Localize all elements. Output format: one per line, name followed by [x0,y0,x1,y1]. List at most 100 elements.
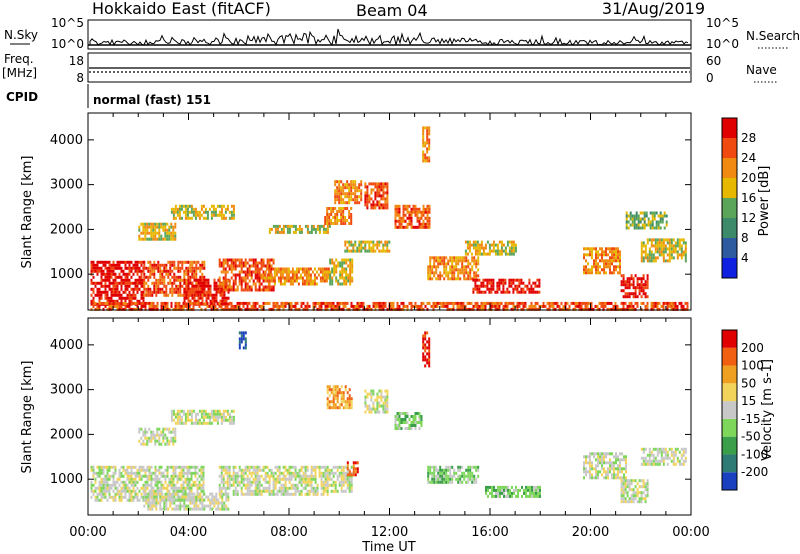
power-cell [382,194,385,198]
power-cell [210,204,213,208]
power-cell [482,246,485,250]
power-cell [350,189,353,193]
power-cell [164,231,167,235]
power-cell [278,230,281,234]
power-cell [583,247,585,251]
power-cell [453,277,456,281]
power-cell [256,273,259,277]
vel-cell [340,394,343,398]
power-cell [224,258,227,262]
power-cell [595,250,597,254]
vel-cell [226,480,229,484]
power-cell [609,268,611,272]
vel-cell [414,427,417,430]
power-cell [595,265,597,269]
vel-cell [153,504,156,508]
power-cell [636,277,639,281]
vel-cell [90,495,93,499]
vel-cell [106,471,109,475]
power-cell [120,287,123,291]
power-cell [100,260,103,264]
vel-cell [272,483,275,487]
power-cell [204,207,207,211]
power-cell [94,301,97,305]
power-cell [110,299,113,303]
vel-cell [384,398,387,402]
power-cell [294,304,297,308]
vel-cell [98,471,101,475]
vel-cell [404,427,407,430]
power-cell [478,249,481,253]
power-cell [461,265,464,269]
power-cell [315,282,318,286]
power-cell [161,278,164,282]
power-cell [418,219,421,223]
power-cell [356,189,359,193]
vel-cell [155,492,158,496]
power-cell [296,301,299,305]
power-cell [182,204,185,208]
power-cell [603,253,605,257]
vel-cell [202,415,205,419]
power-cell [382,249,385,253]
vel-cell [128,474,131,478]
power-cell [494,307,497,311]
power-cell [615,265,617,269]
power-cell [599,253,601,257]
power-cell [240,270,243,274]
power-cell [312,227,315,231]
vel-cell [96,471,99,475]
power-cell [205,284,208,288]
power-cell [168,234,171,238]
power-cell [276,304,279,308]
power-cell [311,282,314,286]
vel-cell [433,471,436,475]
power-cell [643,223,646,227]
power-cell [203,293,206,297]
vel-cell [160,465,163,469]
power-cell [420,213,423,217]
power-cell [342,219,345,222]
power-cell [484,304,487,308]
vel-cell [272,492,275,496]
vel-cell [100,492,103,496]
power-cell [138,228,141,232]
power-cell [518,281,521,285]
power-cell [279,270,282,274]
vel-cell [165,501,168,505]
vel-cell [264,486,267,490]
vel-cell [252,492,255,496]
vel-cell [258,465,261,469]
power-cell [362,304,365,308]
vel-cell [278,465,281,469]
vel-cell [266,471,269,475]
vel-cell [336,385,339,389]
power-cell [345,261,348,265]
vel-cell [274,480,277,484]
vel-cell [232,409,235,413]
vel-cell [370,389,373,393]
vel-cell [134,492,137,496]
power-cell [226,207,229,211]
power-colorbar-swatch [722,218,737,238]
power-cell [228,258,231,262]
power-cell [504,246,507,250]
vel-cell [102,468,105,472]
vel-cell [406,415,409,418]
vel-cell [334,391,337,395]
power-cell [184,204,187,208]
power-cell [138,299,141,303]
vel-cell [282,486,285,490]
power-cell [262,261,265,265]
power-cell [138,237,141,241]
vel-cell [168,430,171,434]
power-cell [422,126,425,130]
power-cell [330,213,333,216]
vel-cell [132,471,135,475]
vel-cell [348,406,351,410]
power-cell [299,276,302,280]
vel-cell [226,477,229,481]
vel-cell [132,465,135,469]
power-cell [550,304,553,308]
power-cell [114,266,117,270]
